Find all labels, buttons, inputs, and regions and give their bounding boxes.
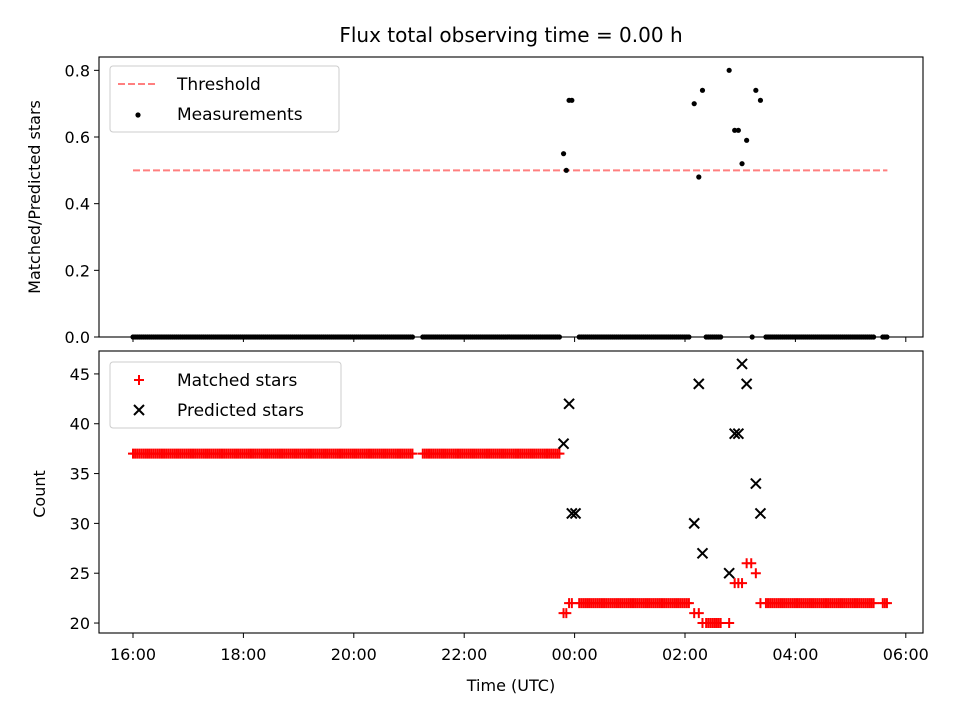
x-tick-label: 02:00 [662,645,708,664]
legend-threshold-label: Threshold [176,75,261,95]
data-point-dot [744,137,750,143]
data-point-plus [715,618,726,629]
data-point-plus [746,558,757,569]
data-point-dot [753,87,759,93]
y-tick-label: 35 [70,465,90,484]
y-tick-label: 0.4 [65,195,90,214]
data-point-dot [871,334,877,340]
data-point-dot [726,67,732,73]
x-tick-label: 22:00 [441,645,487,664]
data-point-dot [732,127,738,133]
data-point-plus [407,448,418,459]
x-tick-label: 18:00 [220,645,266,664]
y-tick-label: 25 [70,564,90,583]
x-tick-label: 04:00 [772,645,818,664]
data-point-plus [750,568,761,579]
data-point-dot [556,334,563,340]
x-tick-label: 00:00 [552,645,598,664]
legend-matched-label: Matched stars [177,371,297,391]
y-tick-label: 0.8 [65,61,90,80]
data-point-x [563,398,575,410]
data-point-plus [737,578,748,589]
data-point-dot [884,334,890,340]
data-point-x [732,427,745,440]
data-point-dot [739,161,745,167]
y-tick-label: 0.0 [65,328,90,347]
data-point-plus [755,598,766,609]
data-point-plus [683,598,694,609]
data-point-plus [693,608,704,619]
top-panel: 0.0 0.2 0.4 0.6 0.8 Threshold Measurements [65,56,924,347]
data-point-x [696,547,709,559]
bottom-panel: 20 25 30 35 40 45 16:00 18:00 20:00 22:00 00:00 02:… [70,350,929,664]
legend-measurements-label: Measurements [177,105,303,125]
data-point-x [688,517,700,530]
x-tick-label: 16:00 [110,645,156,664]
data-point-x [750,477,762,490]
data-point-dot [757,97,764,103]
data-point-x [569,507,582,520]
bottom-y-axis-label: Count [30,470,49,518]
y-tick-label: 20 [70,614,90,633]
data-point-dot [563,167,569,173]
data-point-dot [560,151,567,157]
legend-measurements-swatch [135,112,141,118]
data-point-x [566,507,578,520]
data-point-x [754,507,767,520]
y-tick-label: 0.6 [65,128,90,147]
data-point-plus [134,375,144,385]
legend-box [109,65,340,133]
data-point-dot [686,334,692,340]
data-point-plus [566,598,577,609]
data-point-plus [881,598,892,609]
x-tick-label: 06:00 [883,645,929,664]
data-point-dot [569,97,575,103]
data-point-x [723,567,735,579]
data-point-x [736,358,748,370]
y-tick-label: 0.2 [65,261,90,280]
data-point-x [133,404,145,416]
data-point-dot [749,334,755,340]
data-point-dot [691,101,697,107]
bottom-legend: Matched stars Predicted stars [109,361,342,429]
legend-box [109,361,342,429]
data-point-dot [409,334,416,340]
plot-frame [98,350,924,634]
data-point-plus [697,618,708,629]
x-tick-label: 20:00 [331,645,377,664]
top-legend: Threshold Measurements [109,65,340,133]
data-point-plus [554,448,565,459]
data-point-dot [735,127,741,133]
data-point-plus [868,598,879,609]
data-point-dot [699,87,706,93]
data-point-dot [696,174,702,180]
data-point-x [740,378,753,390]
legend-predicted-label: Predicted stars [177,401,304,421]
data-point-dot [718,334,724,340]
y-tick-label: 30 [70,514,90,533]
data-point-plus [561,608,572,619]
top-y-axis-label: Matched/Predicted stars [25,100,44,294]
data-point-x [728,427,741,440]
y-tick-label: 45 [70,365,90,384]
data-point-x [557,437,570,450]
chart-title: Flux total observing time = 0.00 h [339,23,682,47]
data-point-plus [724,618,735,629]
x-axis-label: Time (UTC) [466,676,555,695]
y-tick-label: 40 [70,415,90,434]
data-point-x [693,378,705,390]
